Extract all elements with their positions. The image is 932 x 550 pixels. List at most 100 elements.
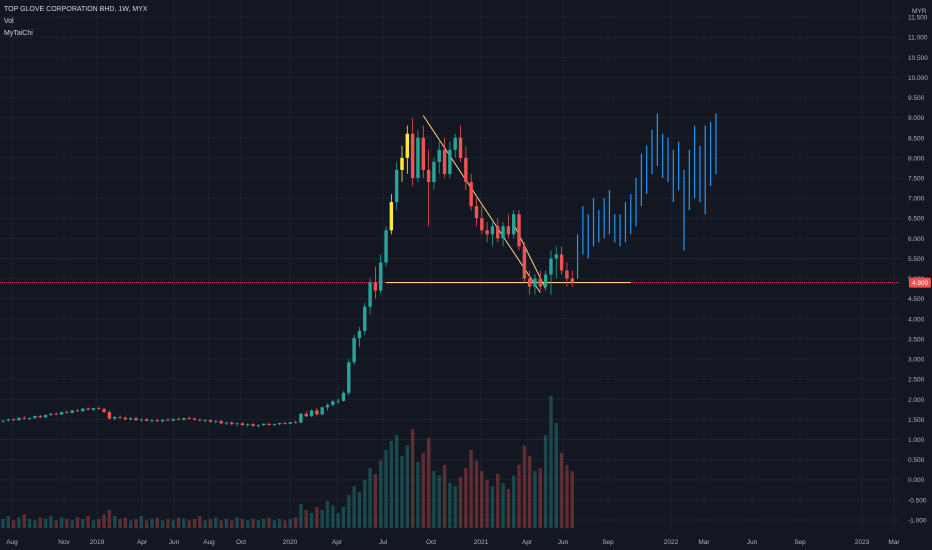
candle-body bbox=[6, 419, 11, 421]
y-tick-label: 0.000 bbox=[908, 477, 925, 484]
candle-body bbox=[315, 410, 319, 415]
x-tick-label: Apr bbox=[522, 539, 533, 546]
volume-bar bbox=[261, 519, 266, 528]
volume-bar bbox=[208, 519, 213, 528]
x-tick-label: Sep bbox=[794, 539, 806, 546]
candle-body bbox=[123, 417, 128, 420]
volume-bar bbox=[373, 474, 378, 528]
volume-bar bbox=[421, 453, 425, 528]
candle-body bbox=[320, 407, 324, 415]
candle-body bbox=[357, 330, 362, 339]
time-axis[interactable]: Aug Nov 2019 Apr Jun Aug Oct 2020 Apr Jul Oct 2021 A… bbox=[6, 539, 900, 546]
volume-bar bbox=[150, 519, 154, 528]
x-tick-label: Apr bbox=[332, 539, 343, 546]
volume-bar bbox=[251, 519, 255, 528]
x-tick-label: Jun bbox=[558, 539, 569, 546]
x-tick-label: 2022 bbox=[664, 539, 679, 546]
volume-bar bbox=[400, 456, 404, 528]
volume-bar bbox=[512, 475, 516, 528]
volume-bar bbox=[1, 519, 5, 528]
volume-bar bbox=[474, 460, 479, 528]
candle-body bbox=[251, 424, 255, 426]
candle-body bbox=[442, 149, 447, 174]
volume-bar bbox=[43, 519, 48, 528]
volume-bar bbox=[91, 520, 96, 528]
candle-body bbox=[373, 282, 378, 291]
volume-bar bbox=[394, 435, 399, 528]
y-tick-label: 11.500 bbox=[908, 15, 928, 22]
volume-bar bbox=[219, 520, 223, 528]
candle-body bbox=[134, 418, 138, 421]
indicator-mytaichi[interactable]: MyTaiChi bbox=[4, 30, 33, 37]
volume-bar bbox=[379, 460, 383, 528]
y-tick-label: 2.000 bbox=[908, 397, 925, 404]
candle-body bbox=[240, 423, 245, 426]
price-axis[interactable]: 11.500 11.000 10.500 10.000 9.500 9.000 8.500 8… bbox=[908, 8, 931, 524]
volume-bar bbox=[448, 483, 452, 528]
volume-bar bbox=[54, 520, 58, 528]
volume-bar bbox=[277, 519, 282, 528]
chart-legend: TOP GLOVE CORPORATION BHD, 1W, MYX Vol M… bbox=[4, 4, 148, 40]
volume-bar bbox=[549, 396, 553, 528]
x-tick-label: Apr bbox=[137, 539, 148, 546]
volume-bar bbox=[283, 520, 287, 528]
volume-bar bbox=[304, 510, 308, 528]
x-tick-label: Aug bbox=[6, 539, 18, 546]
volume-bar bbox=[187, 520, 191, 528]
volume-bar bbox=[144, 520, 149, 528]
volume-bar bbox=[293, 517, 298, 528]
volume-bar bbox=[331, 505, 335, 528]
volume-bar bbox=[543, 435, 548, 528]
candle-body bbox=[325, 404, 330, 408]
volume-bar bbox=[176, 517, 181, 528]
candle-body bbox=[267, 423, 271, 426]
candle-body bbox=[166, 419, 170, 421]
candle-body bbox=[272, 424, 277, 426]
y-tick-label: 9.000 bbox=[908, 115, 925, 122]
candle-body bbox=[86, 408, 90, 410]
candle-body bbox=[453, 137, 457, 150]
volume-bar bbox=[155, 517, 159, 528]
candle-body bbox=[208, 420, 213, 422]
candle-body bbox=[416, 137, 420, 178]
volume-bar bbox=[235, 517, 239, 528]
candle-body bbox=[277, 422, 282, 425]
y-tick-label: 3.000 bbox=[908, 357, 925, 364]
grid bbox=[0, 0, 900, 530]
symbol-title[interactable]: TOP GLOVE CORPORATION BHD, 1W, MYX bbox=[4, 6, 148, 13]
candle-body bbox=[517, 214, 521, 247]
candlesticks bbox=[1, 117, 574, 428]
indicator-vol[interactable]: Vol bbox=[4, 18, 14, 25]
trend-line-1 bbox=[422, 115, 541, 293]
y-tick-label: 2.500 bbox=[908, 377, 925, 384]
candle-body bbox=[527, 278, 532, 287]
volume-bar bbox=[17, 517, 21, 528]
volume-bar bbox=[517, 465, 521, 528]
volume-bar bbox=[75, 517, 80, 528]
candle-body bbox=[171, 418, 175, 421]
volume-bar bbox=[522, 445, 527, 528]
volume-bar bbox=[416, 462, 420, 528]
x-tick-label: Mar bbox=[888, 539, 900, 546]
volume-bar bbox=[65, 519, 69, 528]
volume-bar bbox=[182, 519, 186, 528]
candle-body bbox=[33, 416, 37, 419]
y-tick-label: -0.500 bbox=[908, 497, 927, 504]
volume-bar bbox=[384, 450, 388, 528]
candle-body bbox=[75, 410, 80, 412]
candle-body bbox=[559, 254, 564, 271]
volume-bar bbox=[267, 517, 271, 528]
x-tick-label: Oct bbox=[236, 539, 246, 546]
candle-body bbox=[474, 206, 479, 219]
y-tick-label: 10.500 bbox=[908, 55, 928, 62]
candle-body bbox=[448, 149, 452, 174]
candle-body bbox=[49, 413, 53, 415]
volume-bar bbox=[501, 483, 505, 528]
y-tick-label: 8.000 bbox=[908, 155, 925, 162]
volume-bar bbox=[97, 519, 101, 528]
volume-bar bbox=[464, 468, 468, 528]
candle-body bbox=[426, 169, 431, 183]
candle-body bbox=[384, 230, 388, 263]
candle-body bbox=[187, 418, 191, 419]
